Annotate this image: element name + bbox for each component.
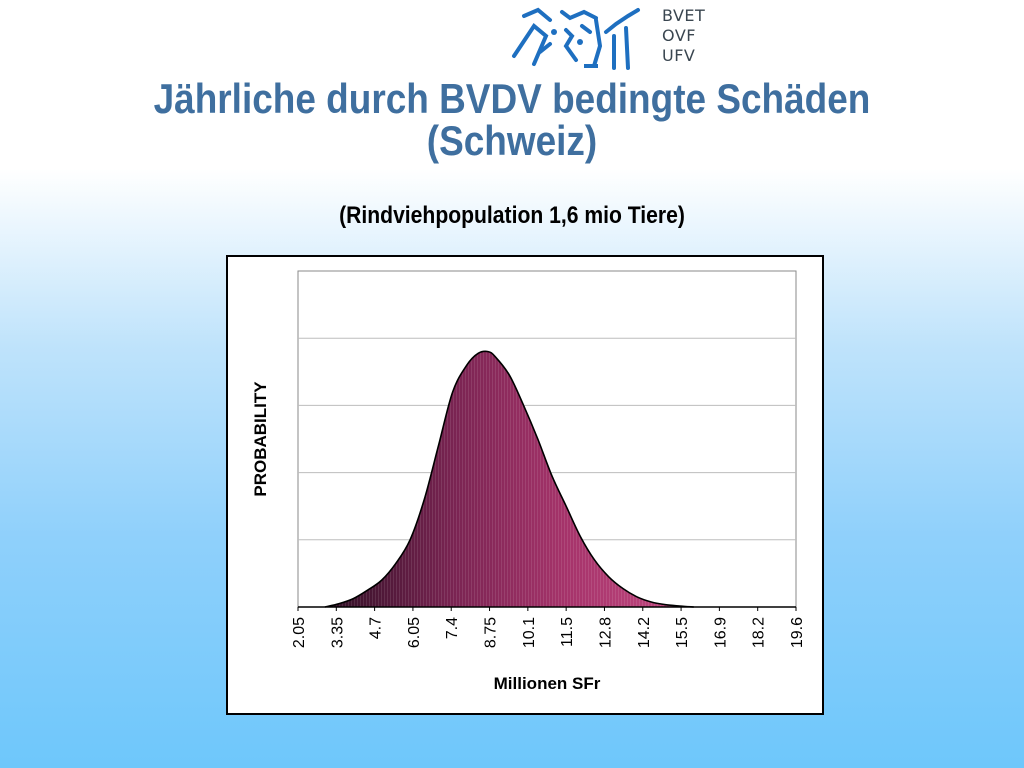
bvet-logo (512, 7, 640, 70)
x-ticks: 2.05 3.35 4.7 6.05 7.4 8.75 10.1 11.5 12.8 14.2 15… (291, 607, 806, 648)
x-tick-label: 16.9 (712, 617, 729, 648)
logo-text: BVET OVF UFV (662, 6, 705, 66)
x-tick-label: 11.5 (559, 617, 576, 647)
logo-line-bvet: BVET (662, 6, 706, 25)
x-tick-label: 10.1 (521, 617, 538, 648)
distribution-area-stripes (324, 351, 694, 607)
x-tick-label: 3.35 (329, 617, 346, 648)
logo-line-ovf: OVF (662, 26, 696, 45)
x-tick-label: 4.7 (368, 617, 385, 639)
x-tick-label: 15.5 (674, 617, 691, 648)
title-line-1: Jährliche durch BVDV bedingte Schäden (153, 75, 871, 122)
x-tick-label: 2.05 (291, 617, 308, 648)
x-tick-label: 12.8 (597, 617, 614, 648)
distribution-curve (324, 350, 694, 608)
page-title: Jährliche durch BVDV bedingte Schäden (S… (61, 78, 962, 162)
x-tick-label: 19.6 (789, 617, 806, 648)
x-tick-label: 14.2 (636, 617, 653, 648)
logo-line-ufv: UFV (662, 46, 696, 65)
x-axis-label: Millionen SFr (494, 674, 601, 693)
page-subtitle: (Rindviehpopulation 1,6 mio Tiere) (339, 202, 685, 229)
probability-chart: 2.05 3.35 4.7 6.05 7.4 8.75 10.1 11.5 12.8 14.2 15… (251, 270, 806, 693)
x-tick-label: 8.75 (483, 617, 500, 648)
x-tick-label: 7.4 (444, 617, 461, 639)
x-tick-label: 18.2 (751, 617, 768, 648)
chart-frame: 2.05 3.35 4.7 6.05 7.4 8.75 10.1 11.5 12.8 14.2 15… (226, 255, 824, 715)
y-axis-label: PROBABILITY (251, 381, 270, 497)
title-line-2: (Schweiz) (426, 117, 598, 164)
x-tick-label: 6.05 (406, 617, 423, 648)
